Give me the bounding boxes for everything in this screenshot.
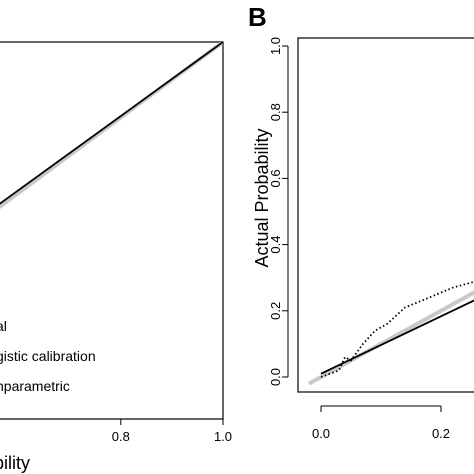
legend-entry-logistic: gistic calibration <box>0 348 96 364</box>
panel-b-y-tick-label: 1.0 <box>268 37 283 55</box>
panel-b-series-line-1 <box>320 299 474 375</box>
panel-b-y-tick-label: 0.2 <box>268 302 283 320</box>
panel-b-frame <box>297 37 474 393</box>
panel-a-plot-frame <box>0 41 224 420</box>
panel-b-plot-frame <box>297 37 474 393</box>
panel-b-x-ticks: 0.0 0.2 <box>312 405 450 441</box>
panel-b-x-tick-label: 0.0 <box>312 426 330 441</box>
panel-b-y-tick-label: 0.8 <box>268 103 283 121</box>
panel-a-frame <box>0 41 224 420</box>
panel-b-y-ticks: 0.0 0.2 0.4 0.6 0.8 1.0 <box>268 37 289 386</box>
panel-b: B 0.0 0.2 0.0 0.2 0.4 0.6 0.8 1.0 Actual Proba… <box>248 2 474 441</box>
panel-a-x-tick-label: 0.8 <box>112 429 130 444</box>
panel-b-series-line-2 <box>320 280 474 378</box>
panel-a-legend: al gistic calibration nparametric <box>0 318 96 394</box>
panel-a-x-ticks: 0.8 1.0 <box>112 418 232 444</box>
panel-b-x-tick-label: 0.2 <box>432 426 450 441</box>
panel-a-series <box>0 42 223 210</box>
panel-b-letter: B <box>248 2 267 32</box>
legend-entry-ideal: al <box>0 318 7 334</box>
panel-a-x-tick-label: 1.0 <box>214 429 232 444</box>
panel-b-series <box>308 280 474 386</box>
panel-a-series-line-0 <box>0 42 223 210</box>
panel-b-y-tick-label: 0.6 <box>268 169 283 187</box>
panel-a: 0.8 1.0 al gistic calibration nparametric… <box>0 41 232 473</box>
panel-a-x-axis-title: bility <box>0 453 30 473</box>
panel-b-y-axis-title: Actual Probability <box>252 128 272 267</box>
panel-a-series-line-1 <box>0 42 223 205</box>
panel-b-y-tick-label: 0.0 <box>268 368 283 386</box>
legend-entry-nonparametric: nparametric <box>0 378 70 394</box>
panel-b-y-tick-label: 0.4 <box>268 236 283 254</box>
